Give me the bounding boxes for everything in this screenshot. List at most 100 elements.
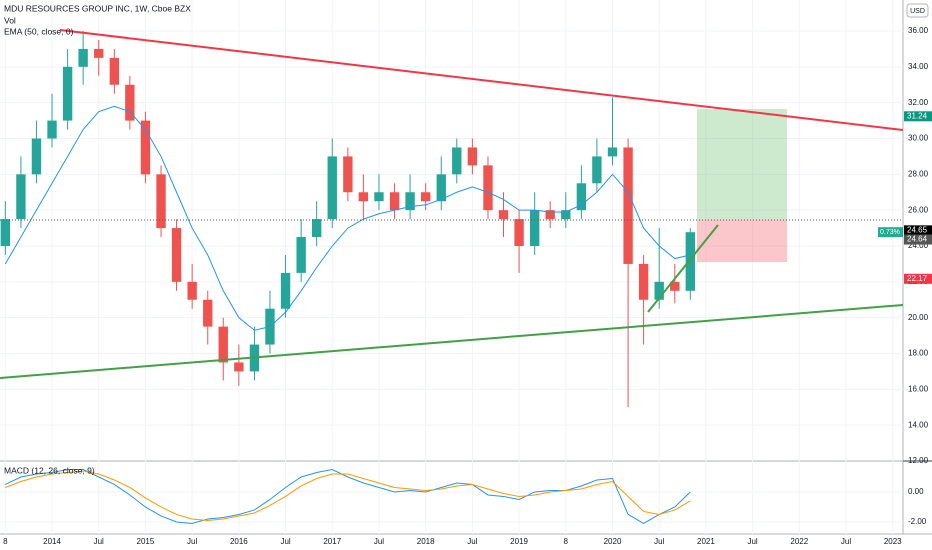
macd-tick-label: -2.00 (908, 517, 927, 526)
x-tick-label: 2023 (884, 537, 902, 546)
candle-body (218, 326, 228, 363)
candle-body (187, 281, 197, 300)
y-tick-label: 34.00 (908, 62, 929, 71)
candle-body (607, 147, 618, 157)
candle-body (420, 192, 431, 202)
candle-body (234, 362, 244, 372)
candle-body (530, 210, 540, 246)
y-tick-label: 18.00 (908, 349, 929, 358)
candle-body (685, 232, 695, 291)
price-label-box (904, 234, 932, 245)
candle-body (78, 48, 88, 67)
candle-body (156, 174, 166, 229)
candle-body (47, 120, 57, 139)
x-tick-label: Jul (467, 537, 477, 546)
y-tick-label: 26.00 (908, 205, 929, 214)
support-trendline[interactable] (0, 304, 904, 379)
candle-body (16, 174, 26, 220)
x-tick-label: Jul (94, 537, 104, 546)
x-tick-label: 2018 (417, 537, 435, 546)
candle-body (545, 210, 555, 220)
candle-body (436, 174, 446, 202)
signal-line (5, 470, 691, 521)
volume-label: Vol (4, 15, 16, 25)
candle-body (483, 165, 493, 211)
y-tick-label: 16.00 (908, 384, 929, 393)
candle-body (623, 147, 633, 264)
ema-label: EMA (50, close, 0) (4, 26, 74, 36)
x-tick-label: 2022 (790, 537, 808, 546)
y-tick-label: 20.00 (908, 313, 929, 322)
y-tick-label: 12.00 (908, 456, 929, 465)
y-tick-label: 30.00 (908, 134, 929, 143)
candle-body (576, 183, 587, 211)
x-tick-label: 2015 (137, 537, 155, 546)
candle-body (654, 281, 664, 300)
change-box (878, 227, 903, 238)
x-tick-label: 2016 (230, 537, 248, 546)
candle-body (280, 272, 291, 309)
x-tick-label: 2021 (697, 537, 715, 546)
short-trendline[interactable] (647, 224, 719, 313)
y-tick-label: 24.00 (908, 241, 929, 250)
candle-body (296, 237, 306, 273)
x-tick-label: Jul (654, 537, 664, 546)
candle-body (592, 156, 602, 184)
price-label-box (904, 273, 932, 284)
macd-line (5, 468, 691, 525)
price-label-box (904, 111, 932, 122)
price-label: 24.65 (907, 225, 928, 234)
y-tick-label: 36.00 (908, 26, 929, 35)
candle-body (670, 281, 680, 291)
currency: USD (910, 8, 925, 15)
candle-body (561, 210, 571, 220)
candle-body (467, 147, 478, 166)
candle-body (638, 263, 649, 300)
grid (0, 0, 903, 534)
candle-body (125, 84, 135, 121)
x-tick-label: Jul (280, 537, 290, 546)
candle-body (452, 147, 462, 175)
candle-body (94, 48, 104, 58)
candle-body (31, 138, 42, 175)
candle-body (343, 156, 353, 193)
candle-body (514, 219, 524, 246)
candle-body (405, 192, 415, 211)
candle-body (0, 219, 11, 246)
x-tick-label: 2017 (323, 537, 341, 546)
symbol-title: MDU RESOURCES GROUP INC, 1W, Cboe BZX (4, 3, 191, 13)
x-tick-label: 8 (3, 537, 8, 546)
candle-body (109, 57, 120, 85)
candle-body (171, 228, 182, 282)
long-position-stop[interactable] (697, 220, 787, 262)
candle-body (311, 219, 322, 238)
y-tick-label: 32.00 (908, 98, 929, 107)
candle-body (62, 66, 73, 121)
ema-line (4, 105, 691, 331)
x-tick-label: Jul (841, 537, 851, 546)
x-tick-label: Jul (747, 537, 757, 546)
price-label: 22.17 (907, 274, 928, 283)
y-tick-label: 28.00 (908, 169, 929, 178)
x-tick-label: 2014 (43, 537, 61, 546)
candle-body (358, 192, 369, 202)
price-label: 24.64 (907, 235, 928, 244)
resistance-trendline[interactable] (59, 29, 904, 131)
candle-body (327, 156, 337, 220)
currency-box[interactable] (906, 3, 929, 18)
x-tick-label: Jul (374, 537, 384, 546)
y-tick-label: 14.00 (908, 420, 929, 429)
x-tick-label: 8 (564, 537, 569, 546)
x-tick-label: Jul (187, 537, 197, 546)
long-position-target[interactable] (697, 109, 787, 220)
candle-body (140, 120, 151, 175)
macd-label: MACD (12, 26, close, 9) (4, 465, 95, 475)
price-label: 31.24 (907, 111, 928, 120)
change-label: 0.73% (880, 229, 900, 236)
candle-body (374, 192, 384, 202)
price-label-box (904, 225, 932, 236)
candle-body (389, 192, 400, 211)
macd-tick-label: 0.00 (908, 487, 924, 496)
